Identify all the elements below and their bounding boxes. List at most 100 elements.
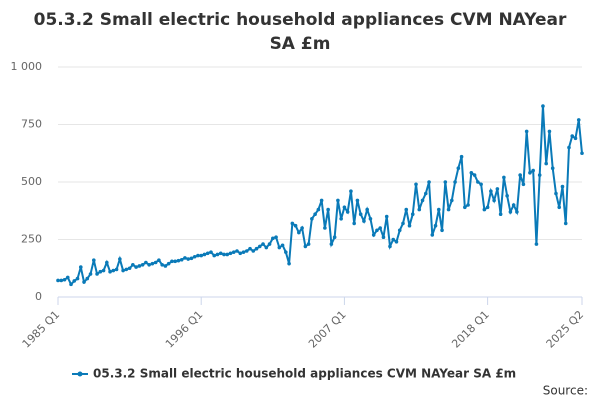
point	[75, 276, 80, 281]
point	[303, 244, 308, 249]
point	[157, 258, 161, 263]
y-tick-label: 500	[21, 175, 42, 188]
point	[485, 205, 490, 210]
point	[365, 207, 369, 212]
point	[65, 275, 70, 280]
point	[202, 252, 207, 257]
point	[375, 228, 379, 233]
point	[251, 249, 256, 253]
point	[401, 221, 405, 226]
point	[521, 182, 526, 187]
point	[368, 217, 373, 221]
point	[570, 134, 575, 138]
point	[244, 249, 249, 253]
point	[560, 184, 565, 189]
point	[170, 259, 174, 264]
point	[231, 250, 236, 254]
point	[528, 171, 532, 175]
point	[443, 180, 448, 184]
point	[92, 258, 96, 263]
legend-label: 05.3.2 Small electric household applianc…	[93, 367, 516, 381]
x-tick-label: 1996 Q1	[163, 308, 206, 351]
point	[222, 252, 226, 257]
point	[541, 104, 545, 108]
point	[433, 223, 438, 228]
point	[140, 263, 145, 267]
series-line	[58, 106, 583, 287]
point	[212, 253, 217, 258]
point	[563, 221, 568, 226]
point	[544, 161, 548, 166]
point	[511, 203, 516, 207]
point	[183, 256, 187, 260]
point	[238, 251, 243, 256]
point	[261, 242, 265, 246]
point	[362, 219, 366, 223]
point	[453, 180, 457, 184]
point	[131, 263, 135, 267]
legend-marker	[77, 371, 83, 377]
point	[98, 269, 103, 274]
point	[218, 251, 223, 256]
point	[69, 282, 73, 287]
point	[271, 236, 275, 241]
point	[505, 194, 509, 198]
point	[463, 205, 467, 210]
point	[199, 253, 204, 258]
point	[482, 207, 487, 212]
point	[137, 264, 142, 268]
point	[189, 256, 194, 261]
point	[336, 198, 340, 203]
point	[153, 260, 158, 265]
y-tick-label: 0	[35, 290, 42, 303]
point	[479, 182, 483, 187]
point	[371, 233, 376, 237]
point	[257, 244, 262, 249]
point	[498, 212, 503, 216]
point	[355, 198, 360, 203]
point	[124, 267, 129, 272]
point	[105, 260, 109, 265]
point	[489, 189, 493, 193]
point	[518, 173, 522, 177]
point	[420, 198, 425, 203]
point	[293, 223, 298, 228]
x-tick-label: 2007 Q1	[306, 308, 349, 351]
point	[358, 212, 363, 216]
point	[306, 242, 311, 246]
point	[290, 221, 295, 226]
point	[417, 207, 422, 212]
point	[466, 203, 470, 207]
point	[267, 242, 272, 246]
point	[121, 268, 125, 273]
point	[241, 250, 246, 254]
point	[274, 235, 278, 239]
point	[160, 263, 164, 267]
chart-title: 05.3.2 Small electric household applianc…	[33, 10, 567, 54]
point	[254, 246, 259, 251]
x-tick-label: 2018 Q1	[449, 308, 492, 351]
point	[349, 189, 353, 193]
point	[476, 180, 480, 184]
point	[310, 217, 314, 221]
point	[114, 267, 119, 272]
point	[85, 276, 90, 281]
point	[508, 210, 513, 214]
point	[88, 272, 93, 276]
point	[300, 226, 304, 230]
point	[384, 214, 389, 219]
point	[176, 258, 181, 263]
point	[264, 245, 269, 250]
point	[550, 166, 555, 170]
point	[173, 259, 177, 264]
point	[410, 212, 415, 216]
point	[134, 265, 138, 269]
point	[472, 173, 477, 177]
point	[394, 240, 399, 244]
point	[118, 257, 122, 261]
point	[404, 207, 409, 212]
point	[502, 175, 506, 180]
point	[179, 257, 184, 262]
point	[414, 182, 418, 187]
point	[323, 226, 327, 230]
